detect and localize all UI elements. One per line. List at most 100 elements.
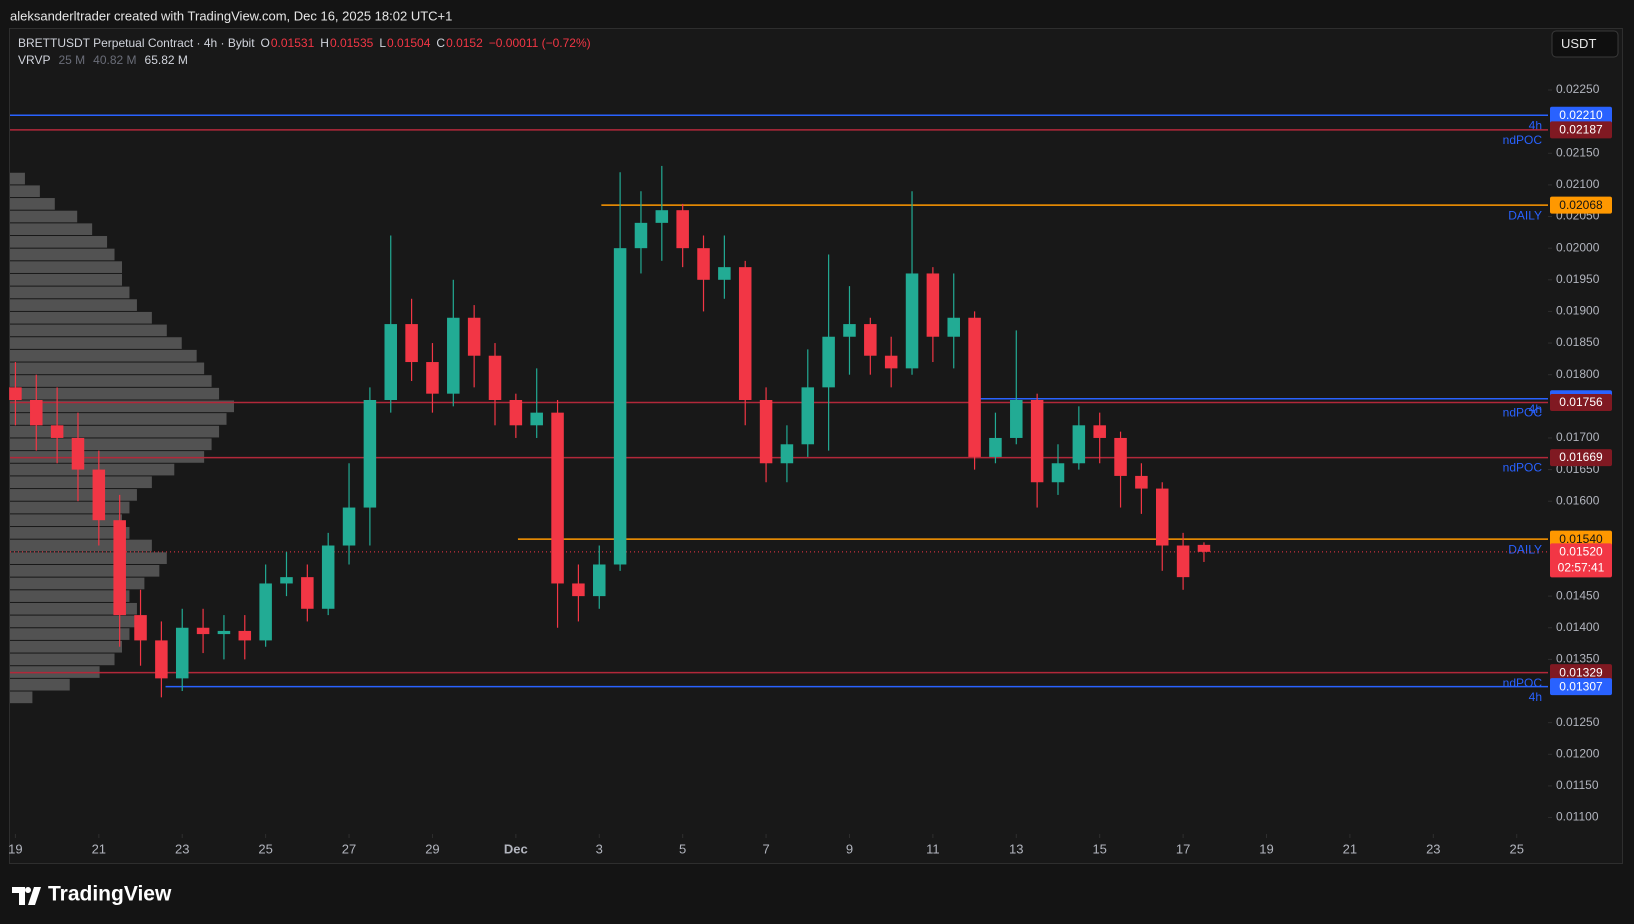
candle-body (1197, 544, 1211, 552)
candle-body (175, 627, 189, 679)
legend-text: 0.01531 (271, 36, 315, 50)
y-tick-label: 0.01100 (1556, 810, 1599, 824)
legend-text: 65.82 M (145, 53, 188, 67)
volume-profile-bar (10, 387, 220, 400)
volume-profile-bar (10, 476, 152, 489)
currency-button[interactable] (1551, 30, 1619, 58)
candle-body (655, 210, 669, 223)
candle-body (488, 355, 502, 400)
volume-profile-bar (10, 691, 33, 704)
candle-body (968, 317, 981, 457)
y-tick-label: 0.01700 (1556, 430, 1600, 444)
candle-body (884, 355, 898, 369)
candle-body (280, 577, 293, 584)
y-tick-label: 0.01900 (1556, 304, 1600, 318)
volume-profile-bar (10, 615, 137, 628)
y-tick-label: 0.01150 (1556, 778, 1599, 792)
candle-body (551, 412, 564, 584)
candle-body (1051, 463, 1065, 483)
y-tick-label: 0.02000 (1556, 240, 1600, 254)
level-price-label: 0.01756 (1559, 395, 1603, 409)
candle-body (467, 317, 481, 356)
volume-profile-bar (10, 375, 212, 387)
candle-body (30, 400, 43, 426)
y-tick-label: 0.02150 (1556, 145, 1600, 159)
level-price-box (1550, 121, 1612, 139)
volume-profile-bar (10, 489, 137, 501)
volume-profile-bar (10, 678, 70, 691)
candle-body (509, 400, 523, 426)
level-tag: 4h (1529, 690, 1542, 704)
x-tick-label: 7 (762, 841, 769, 856)
candle-body (822, 336, 835, 388)
x-tick-label: 3 (596, 841, 603, 856)
volume-profile-bar (10, 413, 227, 425)
legend-text: O (261, 36, 270, 50)
candle-body (447, 317, 460, 394)
level-tag: ndPOC (1503, 406, 1543, 420)
y-tick-label: 0.01450 (1556, 588, 1600, 602)
level-tag: DAILY (1508, 542, 1542, 556)
candle-body (801, 387, 815, 445)
volume-profile-bar (10, 273, 122, 286)
candle-body (321, 545, 335, 609)
candle-body (613, 248, 627, 565)
countdown-label: 02:57:41 (1558, 561, 1605, 575)
level-price-label: 0.02210 (1559, 108, 1603, 122)
volume-profile-bar (10, 514, 122, 527)
legend-text: 25 M (58, 53, 85, 67)
volume-profile-bar (10, 362, 205, 375)
y-tick-label: 0.02100 (1556, 177, 1600, 191)
volume-profile-bar (10, 539, 152, 552)
y-tick-label: 0.01200 (1556, 746, 1600, 760)
volume-profile-bar (10, 324, 167, 337)
plot-frame (9, 28, 1623, 864)
candle-body (905, 273, 919, 369)
y-tick-label: 0.01400 (1556, 620, 1600, 634)
volume-profile-bar (10, 400, 234, 413)
last-price-box (1550, 543, 1612, 578)
volume-profile-bar (10, 653, 115, 666)
candle-body (989, 437, 1002, 457)
currency-label[interactable]: USDT (1561, 36, 1596, 51)
volume-profile-bar (10, 501, 130, 514)
candle-body (363, 400, 377, 508)
x-tick-label: 13 (1009, 841, 1023, 856)
candle-body (155, 640, 168, 679)
level-price-box (1550, 106, 1612, 124)
candle-body (1010, 400, 1023, 438)
level-price-label: 0.02068 (1559, 198, 1603, 212)
candle-body (1176, 545, 1190, 578)
candle-body (1093, 425, 1106, 438)
volume-profile-bar (10, 210, 78, 223)
y-tick-label: 0.01250 (1556, 715, 1600, 729)
candle-body (405, 324, 418, 363)
level-tag: 4h (1529, 118, 1542, 132)
volume-profile-bar (10, 299, 137, 311)
brand-name: TradingView (48, 883, 172, 906)
y-tick-label: 0.01600 (1556, 493, 1600, 507)
volume-profile-bar (10, 261, 122, 273)
volume-profile-bar (10, 198, 55, 210)
level-price-label: 0.01307 (1559, 679, 1603, 693)
candle-body (926, 273, 940, 337)
x-tick-label: Dec (504, 841, 528, 856)
volume-profile-bar (10, 463, 175, 476)
candle-body (134, 615, 147, 641)
credit: aleksanderltrader created with TradingVi… (10, 8, 452, 23)
candle-body (530, 412, 543, 426)
level-price-label: 0.01329 (1559, 665, 1603, 679)
x-tick-label: 19 (1259, 841, 1273, 856)
level-price-box (1550, 449, 1612, 467)
legend-text: −0.00011 (−0.72%) (489, 36, 591, 50)
candle-body (259, 583, 272, 641)
legend-text: 40.82 M (93, 53, 136, 67)
level-price-box (1550, 196, 1612, 214)
legend-text: BRETTUSDT Perpetual Contract · 4h · Bybi… (18, 36, 255, 50)
candle-body (301, 577, 314, 609)
legend-text: H (320, 36, 329, 50)
level-price-box (1550, 394, 1612, 412)
volume-profile-bar (10, 223, 93, 236)
volume-profile-bar (10, 577, 145, 590)
candle-body (92, 469, 106, 521)
